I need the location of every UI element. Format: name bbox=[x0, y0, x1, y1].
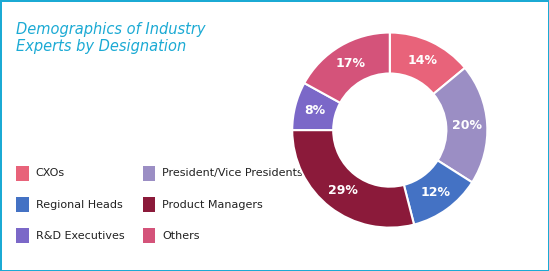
FancyBboxPatch shape bbox=[16, 166, 29, 181]
FancyBboxPatch shape bbox=[143, 166, 155, 181]
Text: 29%: 29% bbox=[328, 185, 357, 198]
Text: Regional Heads: Regional Heads bbox=[36, 200, 122, 209]
Text: 14%: 14% bbox=[407, 54, 438, 67]
FancyBboxPatch shape bbox=[143, 228, 155, 243]
Text: Others: Others bbox=[162, 231, 199, 241]
Text: 8%: 8% bbox=[305, 104, 326, 117]
Wedge shape bbox=[304, 33, 390, 103]
Wedge shape bbox=[433, 68, 488, 182]
Wedge shape bbox=[292, 83, 340, 130]
FancyBboxPatch shape bbox=[143, 197, 155, 212]
Wedge shape bbox=[390, 33, 465, 94]
FancyBboxPatch shape bbox=[16, 197, 29, 212]
Text: 17%: 17% bbox=[335, 57, 366, 70]
Text: 20%: 20% bbox=[452, 119, 481, 132]
Wedge shape bbox=[292, 130, 414, 228]
Text: CXOs: CXOs bbox=[36, 169, 65, 178]
Text: President/Vice Presidents: President/Vice Presidents bbox=[162, 169, 302, 178]
Wedge shape bbox=[404, 160, 472, 225]
Text: Product Managers: Product Managers bbox=[162, 200, 263, 209]
Text: Demographics of Industry
Experts by Designation: Demographics of Industry Experts by Desi… bbox=[16, 22, 206, 54]
Text: R&D Executives: R&D Executives bbox=[36, 231, 124, 241]
FancyBboxPatch shape bbox=[16, 228, 29, 243]
Text: 12%: 12% bbox=[420, 186, 450, 199]
